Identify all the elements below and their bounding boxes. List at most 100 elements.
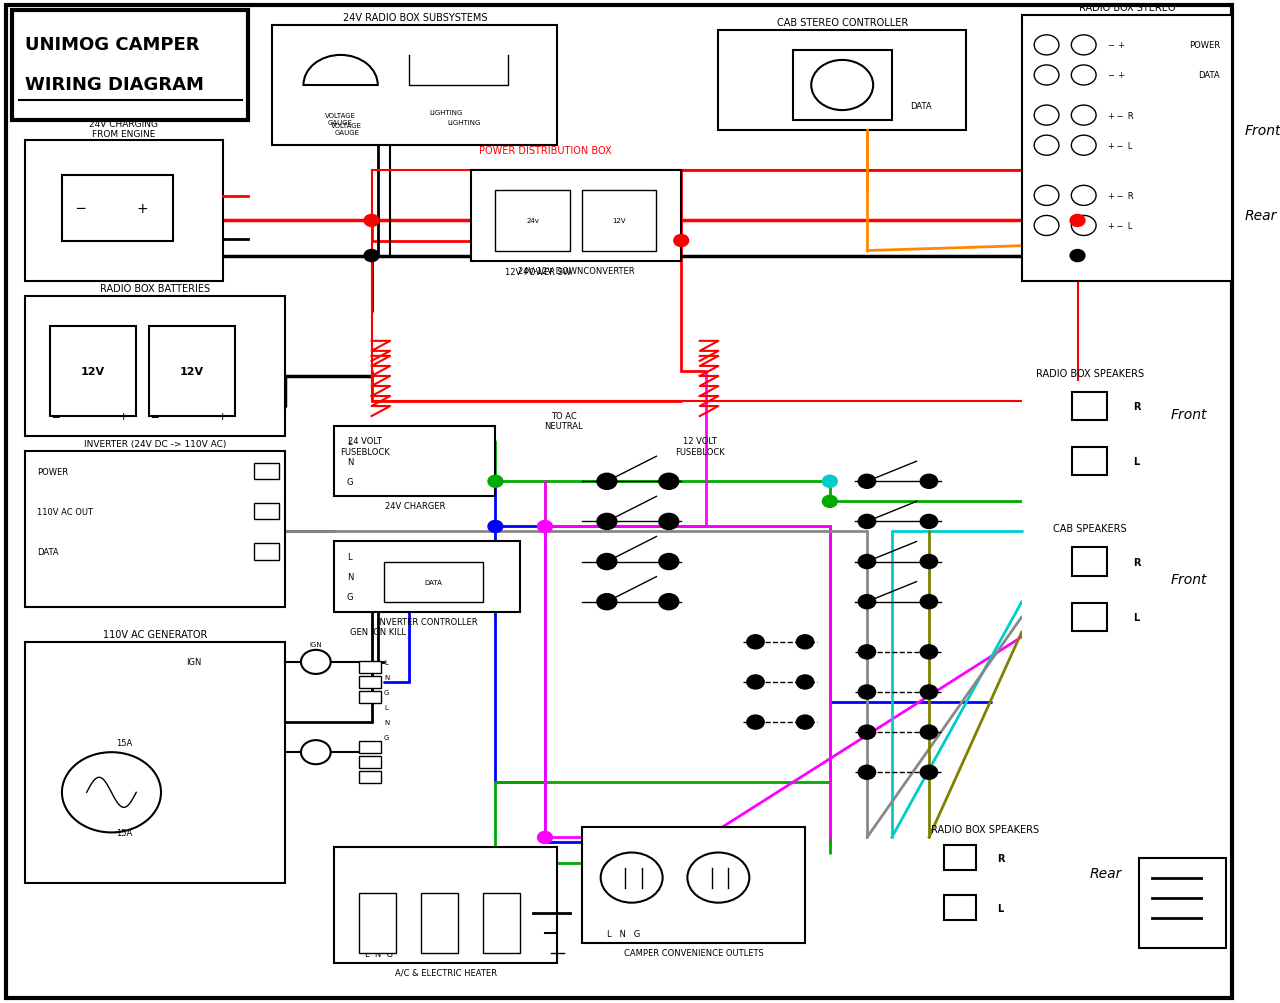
Bar — [61, 177, 173, 242]
Text: R: R — [1133, 401, 1140, 411]
Bar — [421, 893, 458, 953]
Bar — [371, 172, 1078, 401]
Bar — [1021, 537, 1158, 657]
Bar — [24, 451, 285, 607]
Circle shape — [488, 475, 503, 487]
Text: G: G — [384, 689, 389, 695]
Bar — [483, 893, 520, 953]
Text: DATA: DATA — [910, 101, 932, 110]
Bar — [253, 463, 279, 479]
Text: 12V: 12V — [180, 366, 204, 376]
Bar — [24, 297, 285, 436]
Circle shape — [920, 515, 937, 529]
Bar — [471, 172, 681, 262]
Text: 110V AC GENERATOR: 110V AC GENERATOR — [102, 629, 207, 639]
Text: INVERTER (24V DC -> 110V AC): INVERTER (24V DC -> 110V AC) — [83, 439, 227, 448]
Circle shape — [796, 635, 814, 649]
Bar — [360, 756, 381, 768]
Text: 15A: 15A — [115, 738, 132, 747]
Text: POWER DISTRIBUTION BOX: POWER DISTRIBUTION BOX — [479, 146, 612, 156]
Circle shape — [596, 514, 617, 530]
Bar — [24, 642, 285, 883]
Text: L: L — [347, 437, 352, 446]
Text: Rear: Rear — [1089, 866, 1123, 880]
Text: + ─  R: + ─ R — [1108, 192, 1134, 201]
Text: L: L — [384, 659, 388, 665]
Circle shape — [596, 554, 617, 570]
Bar — [718, 31, 966, 131]
Circle shape — [1070, 216, 1085, 228]
Text: 24 VOLT
FUSEBLOCK: 24 VOLT FUSEBLOCK — [340, 436, 390, 456]
Text: L   N   G: L N G — [607, 929, 640, 938]
Text: RADIO BOX BATTERIES: RADIO BOX BATTERIES — [100, 284, 210, 294]
Circle shape — [673, 236, 689, 248]
Text: R: R — [1133, 557, 1140, 567]
Text: ─: ─ — [52, 411, 59, 421]
Text: Front: Front — [1244, 124, 1280, 138]
Bar — [273, 26, 557, 146]
Text: Rear: Rear — [1244, 210, 1277, 224]
Circle shape — [746, 635, 764, 649]
Text: R: R — [997, 853, 1005, 863]
Text: 24V CHARGING
FROM ENGINE: 24V CHARGING FROM ENGINE — [90, 119, 159, 139]
Text: CAB SPEAKERS: CAB SPEAKERS — [1053, 524, 1126, 534]
Text: POWER: POWER — [37, 467, 68, 476]
Text: WIRING DIAGRAM: WIRING DIAGRAM — [24, 76, 204, 94]
Text: RADIO BOX SPEAKERS: RADIO BOX SPEAKERS — [931, 824, 1038, 834]
Text: CAMPER CONVENIENCE OUTLETS: CAMPER CONVENIENCE OUTLETS — [623, 948, 763, 957]
Circle shape — [920, 474, 937, 488]
Circle shape — [920, 685, 937, 699]
Text: 24V-12V DOWNCONVERTER: 24V-12V DOWNCONVERTER — [517, 267, 634, 275]
Text: INVERTER CONTROLLER: INVERTER CONTROLLER — [378, 617, 477, 626]
Circle shape — [659, 473, 678, 489]
Text: GEN IGN KILL: GEN IGN KILL — [349, 627, 406, 636]
Bar — [24, 141, 223, 282]
Text: Front: Front — [1170, 407, 1207, 421]
Text: +: + — [119, 411, 128, 421]
Bar — [334, 848, 557, 963]
Circle shape — [659, 514, 678, 530]
Bar — [253, 544, 279, 560]
Circle shape — [920, 645, 937, 659]
Text: TO AC
NEUTRAL: TO AC NEUTRAL — [544, 411, 582, 431]
Circle shape — [796, 715, 814, 729]
Text: VOLTAGE
GAUGE: VOLTAGE GAUGE — [325, 113, 356, 126]
Circle shape — [859, 474, 876, 488]
Text: CAB STEREO CONTROLLER: CAB STEREO CONTROLLER — [777, 18, 908, 28]
Bar — [334, 542, 520, 612]
Circle shape — [920, 765, 937, 779]
Circle shape — [659, 554, 678, 570]
Text: +: + — [219, 411, 228, 421]
Text: Front: Front — [1170, 572, 1207, 586]
Text: ─: ─ — [151, 411, 159, 421]
Text: RADIO BOX STEREO: RADIO BOX STEREO — [1079, 3, 1175, 13]
Bar — [360, 893, 397, 953]
Text: 12V POWER SW.: 12V POWER SW. — [504, 268, 572, 277]
Circle shape — [796, 675, 814, 689]
Text: DATA: DATA — [425, 579, 443, 585]
Text: 110V AC OUT: 110V AC OUT — [37, 508, 93, 517]
Circle shape — [859, 645, 876, 659]
Text: LIGHTING: LIGHTING — [429, 110, 462, 116]
Bar — [384, 562, 483, 602]
Text: N: N — [347, 457, 353, 466]
Text: DATA: DATA — [37, 548, 59, 557]
Text: +: + — [137, 203, 148, 217]
Circle shape — [596, 594, 617, 610]
Bar — [1139, 858, 1226, 948]
Circle shape — [920, 595, 937, 609]
Text: 12V: 12V — [612, 219, 626, 225]
Circle shape — [920, 725, 937, 739]
Circle shape — [538, 831, 553, 844]
Text: L: L — [347, 553, 352, 562]
Circle shape — [596, 473, 617, 489]
Circle shape — [859, 725, 876, 739]
Bar — [582, 827, 805, 943]
Circle shape — [920, 555, 937, 569]
Text: + ─  L: + ─ L — [1108, 222, 1133, 231]
Text: 15A: 15A — [115, 828, 132, 838]
Text: G: G — [347, 477, 353, 486]
Bar — [360, 691, 381, 703]
Circle shape — [1070, 251, 1085, 263]
Text: VOLTAGE
GAUGE: VOLTAGE GAUGE — [332, 123, 362, 136]
